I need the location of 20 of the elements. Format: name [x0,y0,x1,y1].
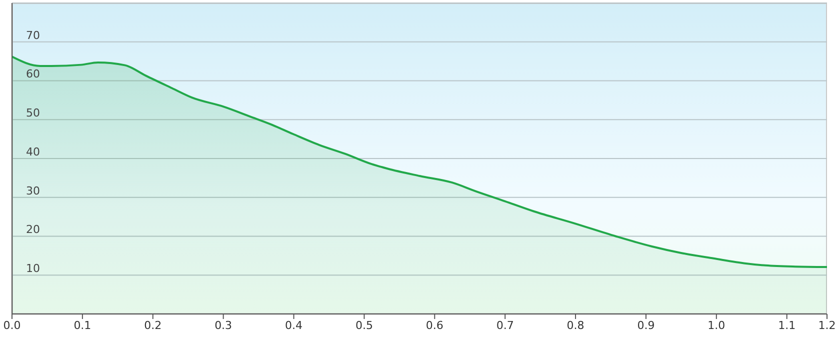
x-tick-label: 0.7 [496,318,514,332]
x-tick-label: 0.5 [355,318,373,332]
x-tick-label: 0.0 [3,318,21,332]
y-tick-label: 20 [26,223,40,236]
x-tick-label: 0.6 [426,318,444,332]
x-tick-label: 1.0 [708,318,726,332]
x-tick-label: 0.1 [74,318,92,332]
y-tick-label: 10 [26,262,40,276]
x-tick-label: 0.8 [566,318,584,332]
y-tick-label: 30 [26,184,40,198]
x-tick-label: 1.2 [818,318,836,332]
y-tick-label: 50 [26,106,40,120]
y-tick-label: 60 [26,68,40,81]
y-tick-label: 70 [26,28,40,42]
y-tick-label: 40 [26,145,40,158]
x-tick-label: 0.4 [285,318,303,332]
x-tick-label: 0.2 [144,318,162,332]
x-tick-label: 0.9 [637,318,655,332]
x-tick-label: 1.1 [778,318,796,332]
x-tick-label: 0.3 [214,318,232,332]
